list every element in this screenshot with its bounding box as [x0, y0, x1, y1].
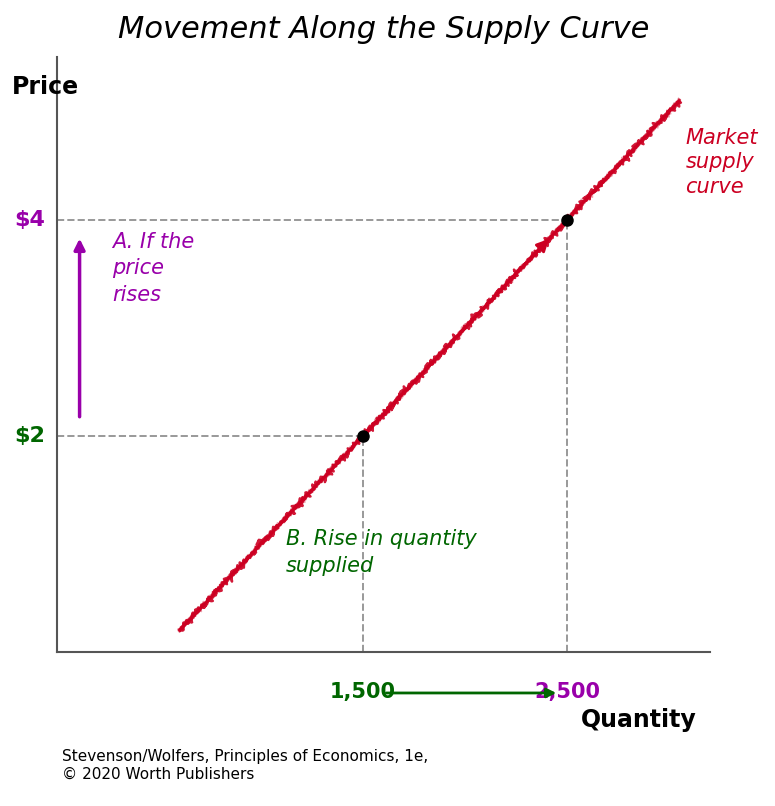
Text: Price: Price: [12, 75, 79, 99]
Text: Stevenson/Wolfers, Principles of Economics, 1e,
© 2020 Worth Publishers: Stevenson/Wolfers, Principles of Economi…: [62, 750, 429, 782]
Text: 1,500: 1,500: [330, 682, 396, 702]
Text: $2: $2: [14, 426, 45, 446]
Title: Movement Along the Supply Curve: Movement Along the Supply Curve: [118, 15, 649, 44]
Text: Market
supply
curve: Market supply curve: [686, 127, 758, 197]
Text: 2,500: 2,500: [534, 682, 600, 702]
Text: Quantity: Quantity: [581, 708, 697, 732]
Text: B. Rise in quantity
supplied: B. Rise in quantity supplied: [286, 530, 477, 575]
Text: $4: $4: [14, 210, 45, 230]
Text: A. If the
price
rises: A. If the price rises: [112, 232, 195, 305]
